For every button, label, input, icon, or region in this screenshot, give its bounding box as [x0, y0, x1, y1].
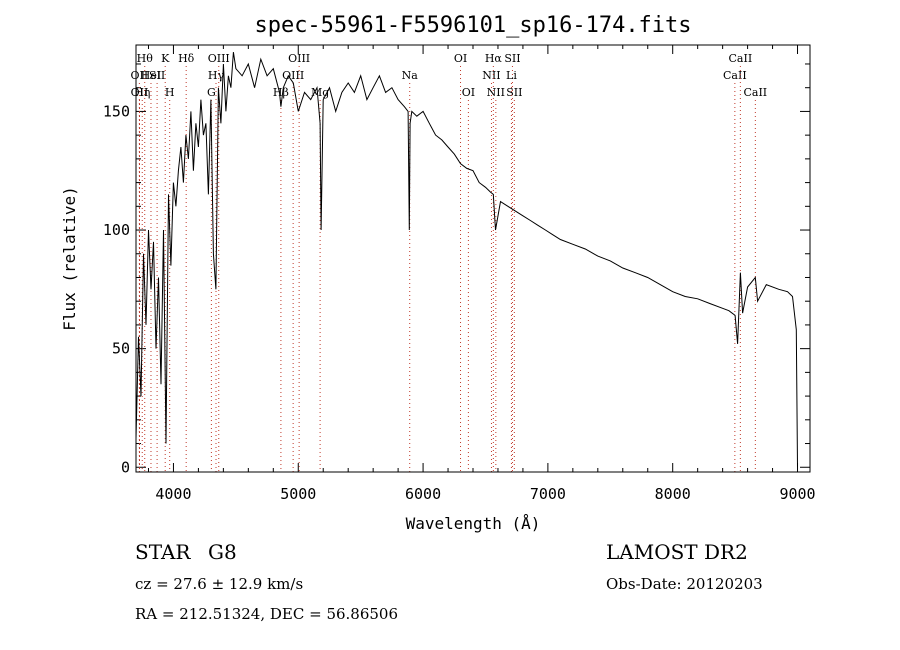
line-marker-label: Hθ	[137, 52, 154, 65]
x-tick-label: 9000	[779, 485, 815, 503]
line-marker-label: NII	[482, 69, 500, 82]
y-tick-label: 100	[103, 221, 130, 239]
x-tick-label: 4000	[155, 485, 191, 503]
y-axis-label: Flux (relative)	[60, 186, 79, 331]
line-marker-label: Na	[402, 69, 419, 82]
line-marker-label: G	[207, 86, 216, 99]
line-marker-label: Hγ	[208, 69, 225, 82]
line-marker-label: OII	[131, 69, 149, 82]
line-marker-label: H	[165, 86, 175, 99]
line-marker-label: Hα	[485, 52, 503, 65]
x-tick-label: 6000	[405, 485, 441, 503]
survey-name: LAMOST DR2	[606, 540, 748, 564]
line-marker-label: SII	[506, 86, 522, 99]
y-tick-label: 50	[112, 340, 130, 358]
chart-title: spec-55961-F5596101_sp16-174.fits	[254, 13, 691, 38]
line-marker-label: OI	[462, 86, 475, 99]
line-marker-label: SII	[504, 52, 520, 65]
line-marker-label: HeI	[141, 69, 161, 82]
line-markers: OIIOIIHηHθHeISIIKHHδGHγOIIIHβOIIIOIIIMgN…	[131, 52, 767, 472]
line-marker-label: Hβ	[273, 86, 289, 99]
line-marker-label: OI	[454, 52, 467, 65]
line-marker-label: OIII	[208, 52, 230, 65]
x-axis-label: Wavelength (Å)	[406, 514, 541, 533]
line-marker-label: OIII	[282, 69, 304, 82]
line-marker-label: OII	[131, 86, 149, 99]
line-marker-label: Hδ	[178, 52, 195, 65]
object-class: STAR	[135, 540, 191, 564]
line-marker-label: CaII	[729, 52, 753, 65]
object-subclass: G8	[208, 540, 237, 564]
line-marker-label: CaII	[723, 69, 747, 82]
line-marker-label: K	[161, 52, 170, 65]
spectrum-line	[135, 52, 798, 468]
x-tick-label: 7000	[530, 485, 566, 503]
line-marker-label: CaII	[743, 86, 767, 99]
y-tick-label: 150	[103, 102, 130, 120]
y-tick-label: 0	[121, 458, 130, 476]
line-marker-label: SII	[149, 69, 165, 82]
sky-coordinates: RA = 212.51324, DEC = 56.86506	[135, 605, 399, 623]
x-tick-label: 5000	[280, 485, 316, 503]
line-marker-label: Li	[506, 69, 517, 82]
plot-frame	[135, 44, 811, 473]
x-tick-label: 8000	[655, 485, 691, 503]
redshift-value: cz = 27.6 ± 12.9 km/s	[135, 575, 304, 593]
line-marker-label: OIII	[288, 52, 310, 65]
line-marker-label: NII	[487, 86, 505, 99]
line-marker-label: Hη	[134, 86, 150, 99]
axis-ticks: 4000 5000 6000 7000 8000 9000 0 50 100 150	[103, 45, 816, 503]
observation-date: Obs-Date: 20120203	[606, 575, 763, 593]
